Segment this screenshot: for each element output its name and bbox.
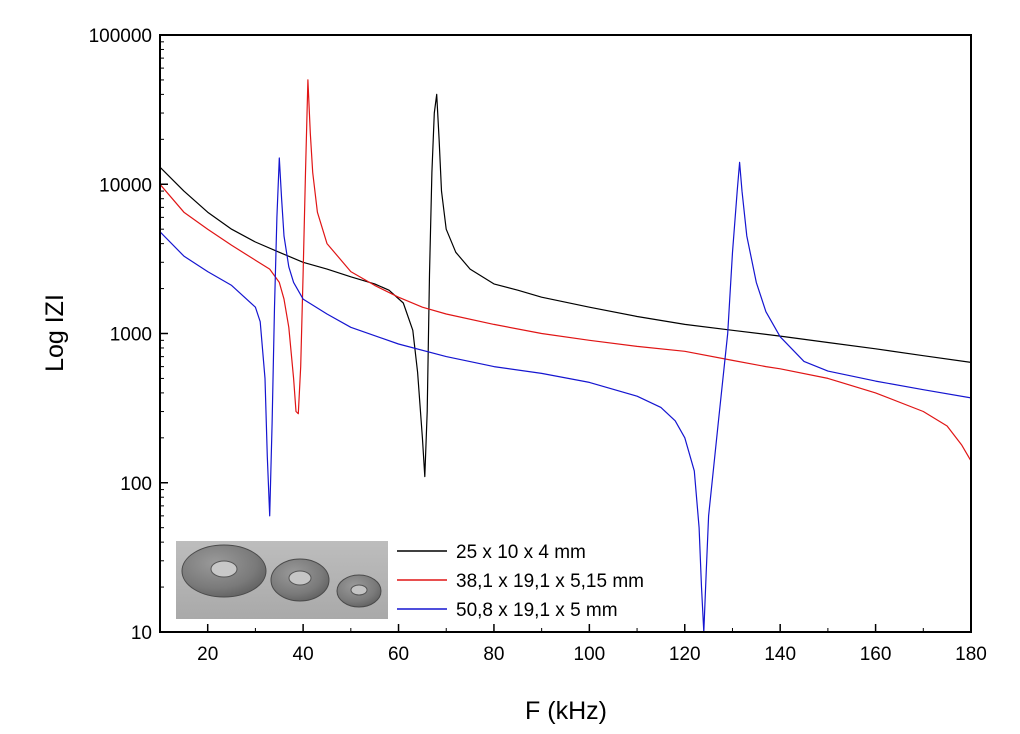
y-axis-title: Log IZI: [41, 294, 69, 372]
series-layer: [160, 79, 971, 632]
x-tick-label: 140: [764, 644, 796, 665]
x-tick-label: 180: [955, 644, 987, 665]
y-tick-label: 1000: [110, 325, 152, 346]
x-axis-title: F (kHz): [525, 697, 607, 725]
x-tick-label: 160: [860, 644, 892, 665]
y-tick-label: 100000: [89, 26, 152, 47]
series-line-2: [160, 79, 971, 462]
legend-label-2: 38,1 x 19,1 x 5,15 mm: [456, 571, 644, 592]
x-tick-label: 60: [388, 644, 409, 665]
washer-medium: [270, 558, 330, 602]
x-tick-label: 80: [483, 644, 504, 665]
series-line-3: [160, 157, 971, 632]
washer-small: [336, 574, 382, 608]
plot-frame: [159, 34, 972, 633]
legend: 25 x 10 x 4 mm 38,1 x 19,1 x 5,15 mm 50,8 …: [397, 542, 644, 621]
x-tick-label: 40: [293, 644, 314, 665]
y-tick-label: 100: [120, 474, 152, 495]
series-line-1: [160, 93, 971, 478]
washer-large: [181, 544, 267, 598]
x-tick-label: 20: [197, 644, 218, 665]
y-tick-label: 10: [131, 623, 152, 644]
y-tick-label: 10000: [99, 175, 152, 196]
inset-photo: [176, 541, 388, 619]
y-axis-ticks: 10 100 1000 10000 100000: [89, 26, 168, 644]
legend-label-3: 50,8 x 19,1 x 5 mm: [456, 600, 618, 621]
x-axis-ticks: 20 40 60 80 100 120 140 160 180: [159, 624, 987, 665]
x-tick-label: 100: [574, 644, 606, 665]
legend-label-1: 25 x 10 x 4 mm: [456, 542, 586, 563]
x-tick-label: 120: [669, 644, 701, 665]
